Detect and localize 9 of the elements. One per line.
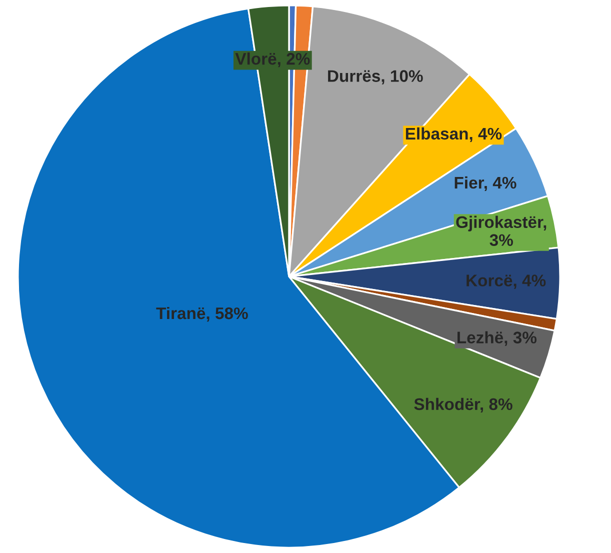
slice-label: Durrës, 10% <box>328 70 423 84</box>
slice-label: Shkodër, 8% <box>414 398 512 413</box>
slice-label: Vlorë, 2% <box>235 52 310 68</box>
slice-label: Tiranë, 58% <box>156 306 248 322</box>
slice-label: Lezhë, 3% <box>458 331 537 346</box>
slice-label: Elbasan, 4% <box>406 127 502 142</box>
slice-label: Gjirokastër, 3% <box>456 216 546 246</box>
slice-label: Korcë, 4% <box>466 274 546 289</box>
slice-label: Fier, 4% <box>454 176 516 192</box>
